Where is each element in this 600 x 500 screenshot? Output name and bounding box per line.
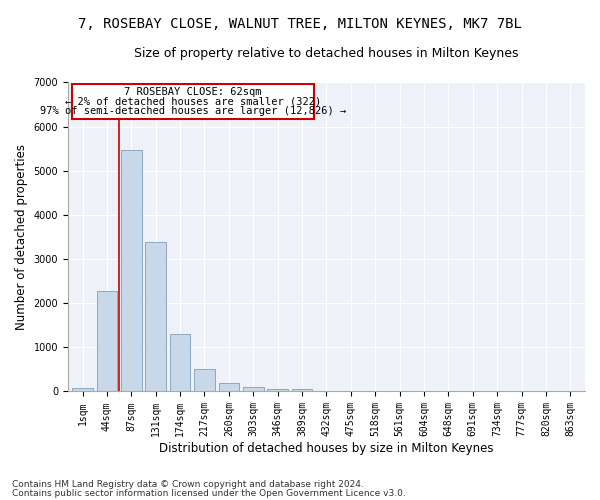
- FancyBboxPatch shape: [71, 84, 314, 118]
- Text: 7, ROSEBAY CLOSE, WALNUT TREE, MILTON KEYNES, MK7 7BL: 7, ROSEBAY CLOSE, WALNUT TREE, MILTON KE…: [78, 18, 522, 32]
- Bar: [218, 384, 239, 392]
- Text: Contains public sector information licensed under the Open Government Licence v3: Contains public sector information licen…: [12, 489, 406, 498]
- Bar: [194, 369, 215, 392]
- Bar: [145, 242, 166, 392]
- Bar: [121, 150, 142, 392]
- Text: 7 ROSEBAY CLOSE: 62sqm: 7 ROSEBAY CLOSE: 62sqm: [124, 87, 262, 97]
- Text: Contains HM Land Registry data © Crown copyright and database right 2024.: Contains HM Land Registry data © Crown c…: [12, 480, 364, 489]
- Bar: [268, 388, 288, 392]
- Bar: [72, 388, 93, 392]
- X-axis label: Distribution of detached houses by size in Milton Keynes: Distribution of detached houses by size …: [159, 442, 494, 455]
- Text: ← 2% of detached houses are smaller (322): ← 2% of detached houses are smaller (322…: [65, 96, 321, 106]
- Bar: [97, 291, 117, 392]
- Bar: [243, 388, 263, 392]
- Bar: [170, 334, 190, 392]
- Title: Size of property relative to detached houses in Milton Keynes: Size of property relative to detached ho…: [134, 48, 519, 60]
- Y-axis label: Number of detached properties: Number of detached properties: [15, 144, 28, 330]
- Text: 97% of semi-detached houses are larger (12,826) →: 97% of semi-detached houses are larger (…: [40, 106, 346, 116]
- Bar: [292, 389, 313, 392]
